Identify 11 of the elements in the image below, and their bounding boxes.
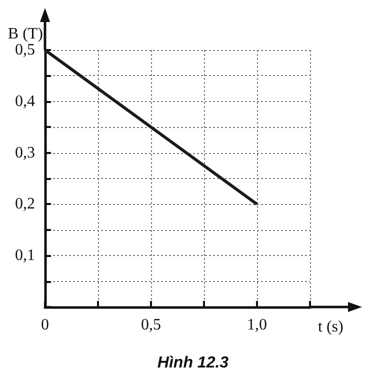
x-axis-title: t (s): [318, 318, 344, 336]
x-tick-label: 0: [41, 316, 49, 334]
y-tick-label: 0,2: [15, 196, 35, 213]
y-tick-label: 0,4: [15, 92, 35, 110]
x-tick-label: 0,5: [141, 316, 161, 334]
y-tick-label: 0,5: [15, 42, 35, 58]
x-tick-label: 1,0: [247, 316, 267, 334]
y-tick-label: 0,3: [15, 144, 35, 162]
y-tick-label: 0,1: [15, 247, 35, 264]
text: Hình 12.3: [157, 354, 229, 372]
y-axis-title: B (T): [8, 26, 43, 43]
